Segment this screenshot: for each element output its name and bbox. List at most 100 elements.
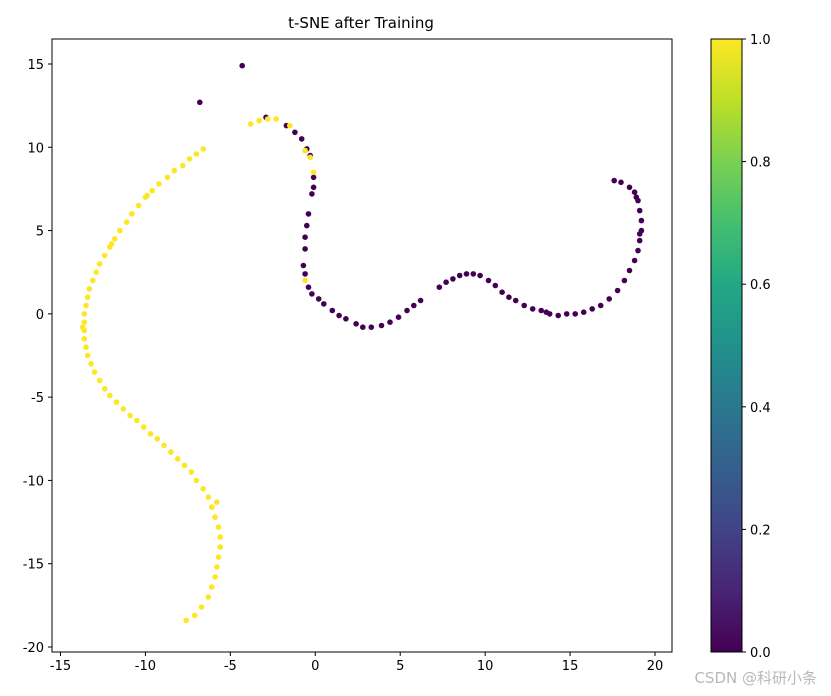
watermark: CSDN @科研小条 [694, 669, 817, 687]
scatter-point [492, 282, 499, 289]
y-tick-label: -5 [31, 391, 44, 406]
scatter-point [443, 279, 449, 286]
scatter-point [310, 184, 317, 191]
scatter-point [239, 62, 245, 69]
scatter-point [214, 564, 220, 570]
colorbar: 0.0 0.2 0.4 0.6 0.8 1.0 [710, 33, 771, 661]
x-tick-label: 15 [562, 659, 579, 674]
colorbar-tick-label: 1.0 [750, 33, 771, 48]
scatter-point [208, 504, 215, 510]
scatter-point [395, 314, 402, 321]
scatter-point [305, 284, 312, 291]
scatter-point [112, 236, 118, 242]
scatter-point [140, 424, 147, 430]
scatter-point [120, 406, 127, 412]
scatter-point [321, 301, 327, 307]
scatter-point [309, 291, 315, 297]
scatter-point [538, 307, 544, 314]
scatter-point [315, 296, 322, 302]
x-tick-label: 5 [396, 659, 404, 674]
scatter-point [113, 399, 120, 405]
scatter-point [636, 207, 643, 214]
y-tick-label: -20 [23, 641, 44, 656]
x-tick-label: 20 [647, 659, 664, 674]
scatter-point [563, 311, 570, 317]
scatter-point [614, 287, 621, 294]
scatter-point [387, 319, 393, 326]
colorbar-gradient [710, 38, 743, 653]
scatter-point [193, 151, 200, 157]
scatter-point [171, 167, 178, 174]
scatter-point [636, 231, 643, 237]
scatter-point [436, 284, 443, 291]
scatter-point [200, 146, 206, 152]
colorbar-tick-label: 0.6 [750, 278, 771, 293]
scatter-point [626, 184, 633, 191]
scatter-point [183, 617, 189, 624]
x-tick-label: 10 [477, 659, 494, 674]
scatter-point [135, 202, 142, 209]
scatter-point [302, 271, 308, 277]
scatter-point [499, 289, 505, 296]
scatter-point [127, 412, 133, 419]
scatter-point [360, 324, 366, 331]
scatter-point [555, 312, 561, 319]
scatter-point [572, 311, 578, 317]
scatter-point [343, 316, 349, 322]
scatter-point [638, 217, 645, 224]
scatter-point [81, 319, 88, 326]
scatter-point [198, 604, 205, 610]
scatter-point [529, 306, 536, 312]
scatter-point [193, 477, 200, 484]
scatter-point [633, 194, 640, 200]
scatter-point [214, 499, 220, 505]
scatter-point [156, 181, 162, 187]
colorbar-tick-label: 0.2 [750, 523, 771, 538]
scatter-point [456, 272, 463, 279]
scatter-point [208, 584, 215, 590]
scatter-point [91, 369, 98, 376]
scatter-point [93, 269, 99, 276]
scatter-point [310, 174, 317, 181]
scatter-point [88, 361, 94, 367]
scatter-point [621, 277, 628, 284]
scatter-point [631, 189, 638, 195]
x-tick-label: -5 [224, 659, 237, 674]
scatter-point [636, 237, 643, 244]
scatter-point [463, 271, 470, 277]
scatter-point [307, 154, 314, 161]
scatter-point [287, 122, 293, 129]
scatter-point [606, 296, 612, 302]
scatter-point [304, 222, 310, 229]
scatter-point [197, 99, 203, 106]
scatter-point [631, 257, 638, 264]
y-tick-label: 10 [27, 141, 44, 156]
scatter-point [174, 456, 181, 462]
scatter-point [83, 344, 89, 351]
scatter-point [264, 116, 271, 122]
scatter-point [256, 117, 263, 124]
scatter-point [378, 322, 385, 329]
scatter-point [506, 294, 512, 301]
scatter-point [96, 377, 103, 384]
scatter-point [123, 219, 130, 225]
scatter-point [205, 594, 212, 600]
scatter-point [626, 267, 633, 274]
scatter-point [589, 306, 595, 312]
scatter-point [597, 302, 604, 309]
colorbar-tick-label: 0.0 [750, 646, 771, 661]
scatter-point [83, 302, 89, 309]
scatter-point [149, 187, 155, 194]
scatter-point [215, 524, 222, 530]
scatter-point [212, 514, 218, 520]
scatter-point [129, 211, 135, 217]
scatter-point [90, 277, 96, 284]
y-tick-label: 5 [36, 225, 44, 240]
scatter-point [84, 294, 91, 301]
scatter-point [417, 297, 424, 304]
scatter-point [191, 612, 198, 619]
scatter-point [404, 307, 410, 314]
scatter-point [81, 336, 88, 342]
scatter-point [212, 574, 218, 580]
y-tick-label: -15 [23, 558, 44, 573]
